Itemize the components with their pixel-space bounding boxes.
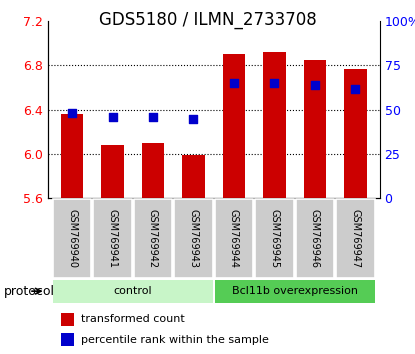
Bar [264,52,286,198]
Text: transformed count: transformed count [81,314,185,325]
Bar [61,313,74,326]
Bar [215,199,254,278]
Bar [61,333,74,346]
Point [312,82,318,88]
Bar [101,145,124,198]
Bar [255,199,294,278]
Point [231,80,237,86]
Text: GSM769940: GSM769940 [67,210,77,268]
Text: GSM769945: GSM769945 [269,209,279,269]
Point [271,80,278,86]
Bar [53,199,91,278]
Bar [142,143,164,198]
Bar [215,280,375,303]
Text: GDS5180 / ILMN_2733708: GDS5180 / ILMN_2733708 [99,11,316,29]
Bar [174,199,213,278]
Bar [344,69,366,198]
Text: GSM769943: GSM769943 [188,210,198,268]
Text: percentile rank within the sample: percentile rank within the sample [81,335,269,345]
Text: GSM769942: GSM769942 [148,209,158,269]
Point [190,116,197,121]
Text: GSM769947: GSM769947 [350,209,361,269]
Point [109,114,116,120]
Bar [336,199,375,278]
Point [352,86,359,91]
Bar [134,199,172,278]
Bar [304,60,326,198]
Bar [223,55,245,198]
Text: GSM769941: GSM769941 [107,210,117,268]
Bar [295,199,334,278]
Bar [182,155,205,198]
Text: GSM769944: GSM769944 [229,210,239,268]
Point [69,110,76,116]
Point [150,114,156,120]
Text: protocol: protocol [4,285,55,298]
Text: control: control [113,286,152,296]
Text: Bcl11b overexpression: Bcl11b overexpression [232,286,358,296]
Bar [53,280,213,303]
Bar [61,114,83,198]
Bar [93,199,132,278]
Text: GSM769946: GSM769946 [310,210,320,268]
